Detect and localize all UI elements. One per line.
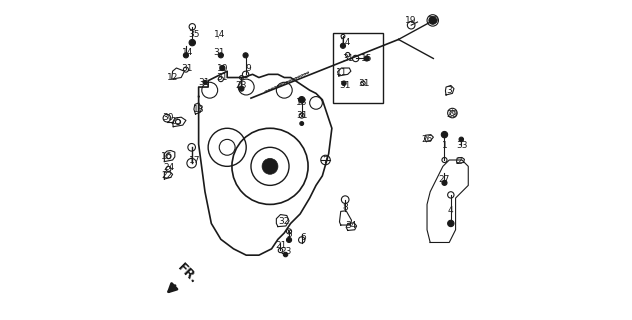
Text: 13: 13 <box>296 99 308 108</box>
Circle shape <box>189 39 195 46</box>
Text: 18: 18 <box>193 105 204 114</box>
Text: 14: 14 <box>341 38 352 47</box>
Circle shape <box>298 97 305 103</box>
Text: 3: 3 <box>446 86 452 95</box>
Circle shape <box>183 53 188 58</box>
Circle shape <box>341 43 346 48</box>
Text: 23: 23 <box>280 247 291 257</box>
Circle shape <box>220 66 225 70</box>
Text: 22: 22 <box>161 172 173 180</box>
Text: 29: 29 <box>447 109 458 118</box>
Circle shape <box>283 252 288 257</box>
Text: 31: 31 <box>217 73 228 82</box>
Circle shape <box>239 86 244 91</box>
Circle shape <box>243 53 248 58</box>
Text: 4: 4 <box>448 206 454 215</box>
Circle shape <box>364 56 369 61</box>
Text: 27: 27 <box>439 174 450 184</box>
Text: 20: 20 <box>428 16 439 25</box>
Text: 2: 2 <box>456 157 461 166</box>
Text: 14: 14 <box>214 30 225 39</box>
Text: 7: 7 <box>323 156 329 164</box>
Text: 19: 19 <box>404 16 416 25</box>
Text: 31: 31 <box>214 48 225 57</box>
Circle shape <box>342 81 346 85</box>
Circle shape <box>300 122 303 125</box>
Bar <box>334 33 382 103</box>
Text: 26: 26 <box>422 135 433 144</box>
Text: 31: 31 <box>296 111 308 120</box>
Text: 1: 1 <box>442 141 447 150</box>
Circle shape <box>203 80 207 84</box>
Text: 10: 10 <box>217 63 228 73</box>
Text: 5: 5 <box>286 230 292 239</box>
Circle shape <box>429 17 437 24</box>
Text: 12: 12 <box>167 73 178 82</box>
Circle shape <box>441 132 447 138</box>
Circle shape <box>459 137 463 142</box>
Polygon shape <box>172 68 185 79</box>
Text: 35: 35 <box>188 30 200 39</box>
Circle shape <box>262 158 278 174</box>
Text: 33: 33 <box>456 141 468 150</box>
Text: 17: 17 <box>189 156 200 164</box>
Text: 6: 6 <box>300 233 306 242</box>
Text: 16: 16 <box>161 152 173 161</box>
Circle shape <box>447 220 454 227</box>
Text: 31: 31 <box>339 81 350 90</box>
Text: 31: 31 <box>342 54 353 63</box>
Text: 25: 25 <box>170 117 181 126</box>
Circle shape <box>218 53 223 58</box>
Circle shape <box>442 180 447 185</box>
Text: FR.: FR. <box>175 261 200 287</box>
Text: 32: 32 <box>279 217 290 226</box>
Text: 8: 8 <box>343 203 348 212</box>
Text: 24: 24 <box>163 164 174 172</box>
Text: 31: 31 <box>198 78 210 87</box>
Text: 31: 31 <box>358 79 369 88</box>
Text: 14: 14 <box>182 48 193 57</box>
Circle shape <box>286 237 291 243</box>
Text: 30: 30 <box>162 113 174 122</box>
Text: 15: 15 <box>361 54 372 63</box>
Text: 21: 21 <box>276 241 287 250</box>
Text: 9: 9 <box>245 63 251 73</box>
Text: 31: 31 <box>182 63 193 73</box>
Text: 34: 34 <box>345 220 356 229</box>
Text: 28: 28 <box>236 81 247 90</box>
Text: 11: 11 <box>336 68 347 77</box>
